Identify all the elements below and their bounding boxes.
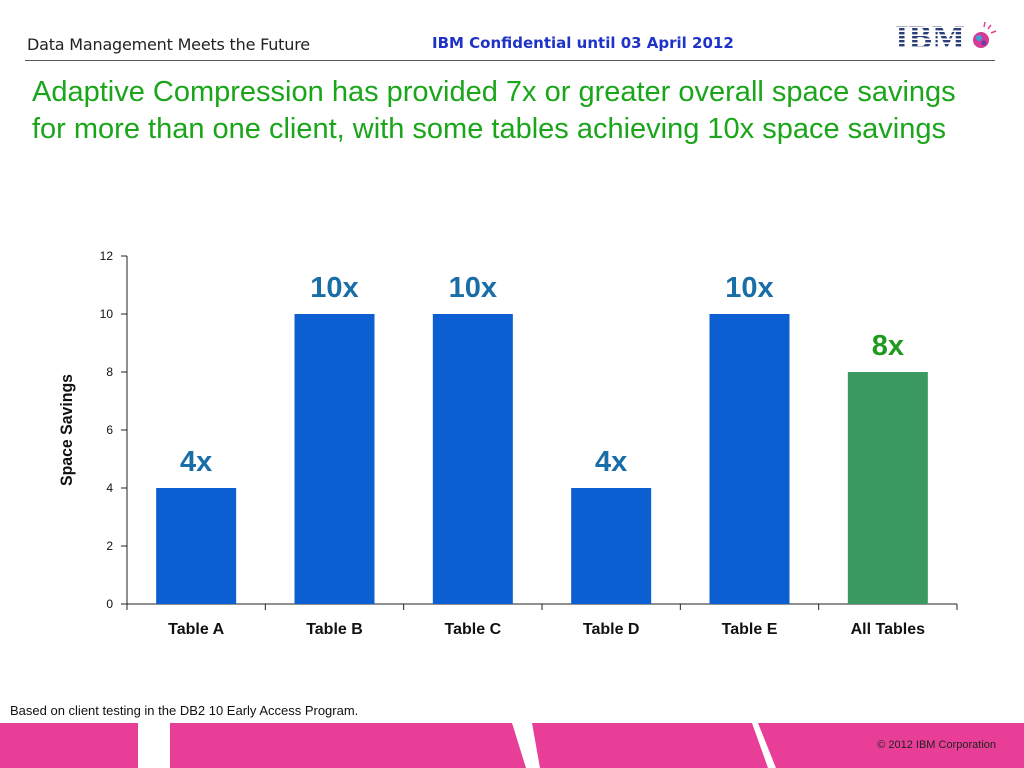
footer-band-segment bbox=[532, 723, 768, 768]
ibm-logo-text: IBM bbox=[895, 20, 965, 56]
footer-band-segment bbox=[170, 723, 526, 768]
x-tick-label: Table B bbox=[306, 621, 363, 638]
copyright: © 2012 IBM Corporation bbox=[877, 739, 996, 751]
footnote: Based on client testing in the DB2 10 Ea… bbox=[10, 703, 359, 718]
x-tick-label: Table C bbox=[445, 621, 502, 638]
header-rule bbox=[25, 60, 995, 61]
y-tick-label: 0 bbox=[106, 597, 113, 611]
x-tick-label: Table E bbox=[722, 621, 778, 638]
bar bbox=[571, 488, 652, 604]
data-label: 10x bbox=[310, 272, 358, 304]
data-label: 4x bbox=[180, 446, 212, 478]
y-tick-label: 2 bbox=[106, 539, 113, 553]
x-tick-label: All Tables bbox=[851, 621, 925, 638]
brand-title: Data Management Meets the Future bbox=[27, 35, 310, 54]
footer-band-segment bbox=[0, 723, 138, 768]
y-tick-label: 4 bbox=[106, 481, 113, 495]
data-label: 10x bbox=[725, 272, 773, 304]
bar bbox=[156, 488, 237, 604]
headline: Adaptive Compression has provided 7x or … bbox=[32, 76, 956, 145]
chart-labels: 4x Table A 10x Table B 10x Table C 4x Table D 10… bbox=[168, 272, 925, 638]
confidential-notice: IBM Confidential until 03 April 2012 bbox=[432, 34, 734, 52]
ibm-logo: IBM bbox=[895, 20, 997, 56]
chart-axes: 0 2 4 6 8 10 12 bbox=[100, 249, 958, 611]
data-label: 4x bbox=[595, 446, 627, 478]
x-tick-label: Table D bbox=[583, 621, 640, 638]
bar bbox=[709, 314, 790, 604]
y-tick-label: 8 bbox=[106, 365, 113, 379]
y-tick-label: 12 bbox=[100, 249, 114, 263]
x-tick-label: Table A bbox=[168, 621, 224, 638]
footer-band bbox=[0, 723, 1024, 768]
bar bbox=[294, 314, 375, 604]
data-label: 8x bbox=[872, 330, 904, 362]
bar bbox=[847, 372, 928, 604]
y-tick-label: 6 bbox=[106, 423, 113, 437]
bar bbox=[432, 314, 513, 604]
y-tick-label: 10 bbox=[100, 307, 114, 321]
chart-bars bbox=[156, 314, 928, 604]
globe-icon bbox=[973, 21, 997, 48]
data-label: 10x bbox=[449, 272, 497, 304]
y-axis-label: Space Savings bbox=[57, 374, 76, 486]
footer-band-segment bbox=[758, 723, 1024, 768]
